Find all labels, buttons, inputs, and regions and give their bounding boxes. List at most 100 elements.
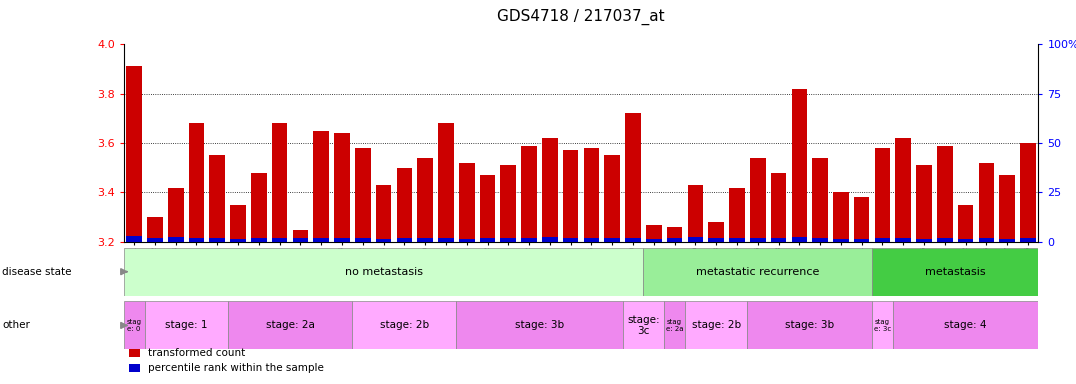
Bar: [355, 148, 370, 242]
Text: GDS4718 / 217037_at: GDS4718 / 217037_at: [497, 9, 665, 25]
Text: stage: 4: stage: 4: [945, 320, 987, 331]
Bar: [646, 225, 662, 242]
Text: stage: 3b: stage: 3b: [785, 320, 834, 331]
Bar: [583, 238, 599, 242]
Bar: [646, 240, 662, 242]
Bar: [459, 163, 475, 242]
Bar: [521, 238, 537, 242]
Bar: [1000, 175, 1015, 242]
Bar: [893, 301, 1038, 349]
Bar: [542, 138, 557, 242]
Bar: [854, 239, 869, 242]
Text: stage: 2b: stage: 2b: [692, 320, 740, 331]
Bar: [500, 165, 516, 242]
Bar: [376, 239, 392, 242]
Bar: [251, 173, 267, 242]
Bar: [272, 238, 287, 242]
Bar: [958, 239, 974, 242]
Text: stag
e: 0: stag e: 0: [127, 319, 142, 332]
Bar: [708, 238, 724, 242]
Text: stag
e: 2a: stag e: 2a: [666, 319, 683, 332]
Bar: [521, 146, 537, 242]
Bar: [667, 227, 682, 242]
Bar: [188, 238, 204, 242]
Bar: [978, 238, 994, 242]
Bar: [124, 248, 643, 296]
Bar: [563, 238, 579, 242]
Bar: [688, 237, 703, 242]
Bar: [937, 146, 952, 242]
Bar: [126, 66, 142, 242]
Text: stage: 3b: stage: 3b: [515, 320, 564, 331]
Text: metastatic recurrence: metastatic recurrence: [696, 266, 820, 277]
Bar: [833, 192, 849, 242]
Bar: [230, 239, 245, 242]
Text: other: other: [2, 320, 30, 331]
Bar: [147, 217, 162, 242]
Bar: [480, 238, 495, 242]
Bar: [1000, 239, 1015, 242]
Bar: [625, 113, 641, 242]
Bar: [376, 185, 392, 242]
Bar: [1020, 143, 1036, 242]
Text: stage: 1: stage: 1: [165, 320, 208, 331]
Text: stage: 2b: stage: 2b: [380, 320, 429, 331]
Bar: [854, 197, 869, 242]
Bar: [625, 238, 641, 242]
Bar: [438, 238, 454, 242]
Bar: [748, 301, 872, 349]
Bar: [335, 238, 350, 242]
Bar: [605, 238, 620, 242]
Bar: [872, 248, 1038, 296]
Bar: [770, 173, 787, 242]
Bar: [875, 148, 890, 242]
Bar: [563, 151, 579, 242]
Bar: [685, 301, 748, 349]
Bar: [500, 238, 516, 242]
Text: stag
e: 3c: stag e: 3c: [874, 319, 891, 332]
Bar: [688, 185, 703, 242]
Bar: [251, 238, 267, 242]
Bar: [168, 237, 184, 242]
Bar: [542, 237, 557, 242]
Bar: [144, 301, 228, 349]
Bar: [188, 123, 204, 242]
Bar: [750, 158, 765, 242]
Bar: [417, 238, 433, 242]
Text: no metastasis: no metastasis: [344, 266, 423, 277]
Bar: [664, 301, 685, 349]
Bar: [228, 301, 352, 349]
Bar: [272, 123, 287, 242]
Text: stage:
3c: stage: 3c: [627, 314, 660, 336]
Bar: [812, 238, 827, 242]
Bar: [770, 238, 787, 242]
Bar: [397, 238, 412, 242]
Bar: [293, 230, 308, 242]
Bar: [168, 187, 184, 242]
Bar: [583, 148, 599, 242]
Bar: [792, 237, 807, 242]
Bar: [978, 163, 994, 242]
Bar: [895, 138, 911, 242]
Bar: [352, 301, 456, 349]
Bar: [667, 238, 682, 242]
Bar: [872, 301, 893, 349]
Bar: [917, 165, 932, 242]
Bar: [917, 239, 932, 242]
Bar: [293, 238, 308, 242]
Bar: [147, 238, 162, 242]
Bar: [895, 238, 911, 242]
Bar: [480, 175, 495, 242]
Text: stage: 2a: stage: 2a: [266, 320, 314, 331]
Bar: [397, 168, 412, 242]
Bar: [459, 239, 475, 242]
Text: transformed count: transformed count: [148, 348, 245, 358]
Bar: [792, 89, 807, 242]
Text: disease state: disease state: [2, 266, 72, 277]
Bar: [417, 158, 433, 242]
Bar: [730, 187, 745, 242]
Bar: [643, 248, 872, 296]
Bar: [750, 238, 765, 242]
Bar: [438, 123, 454, 242]
Bar: [335, 133, 350, 242]
